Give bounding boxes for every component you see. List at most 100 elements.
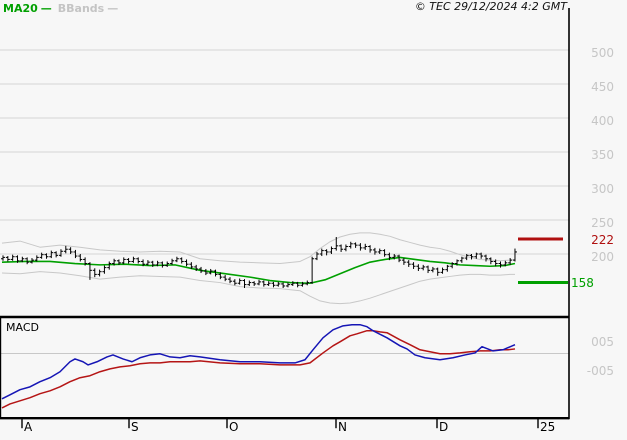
ohlc-bar [228,277,233,284]
ohlc-bar [155,260,160,267]
ohlc-bar [68,247,73,254]
ohlc-bar [295,281,300,288]
ohlc-bar [1,255,5,261]
ohlc-bar [416,264,421,271]
resistance-price-label: 222 [591,233,614,247]
ohlc-bar [343,244,348,252]
ohlc-bar [136,257,141,264]
ohlc-bar [102,265,107,274]
ohlc-bar [49,250,54,259]
ohlc-bar [199,266,204,274]
ohlc-bar [20,256,25,263]
ohlc-bar [469,254,474,260]
bband-upper-line [1,232,516,265]
ohlc-bar [290,281,295,286]
ohlc-bar [300,281,305,287]
ohlc-bar [63,245,68,254]
ohlc-bar [310,256,315,284]
ohlc-bar [78,254,83,262]
macd-signal-line [1,329,516,409]
ohlc-bar [184,259,189,267]
ohlc-bar [97,269,102,277]
ohlc-bar [83,257,88,266]
ohlc-bar [382,249,387,257]
month-axis-label: O [229,420,239,434]
legend-ma20-label: MA20 [3,2,38,15]
ohlc-bar [194,264,199,271]
ohlc-bar [252,281,257,286]
ohlc-bar [5,256,10,262]
ohlc-bar [488,257,493,265]
ohlc-bar [232,279,237,286]
price-axis-label: 350 [591,148,614,162]
ohlc-bar [334,237,339,251]
ohlc-bar [493,259,498,267]
ohlc-bar [372,247,377,255]
ohlc-bar [10,254,15,261]
price-axis-label: 400 [591,114,614,128]
ohlc-bar [112,258,117,266]
ohlc-bar [281,282,286,288]
macd-axis-label: 005 [591,335,614,350]
ohlc-bar [512,248,517,262]
ohlc-bar [34,255,39,262]
price-axis-label: 450 [591,80,614,94]
ohlc-bar [121,257,126,265]
ohlc-bar [126,258,131,264]
ohlc-bar [174,256,179,263]
ohlc-bar [107,261,112,270]
ohlc-bar [392,254,397,260]
ohlc-bar [445,264,450,272]
price-axis-label: 500 [591,46,614,60]
ohlc-bar [319,248,324,257]
ohlc-bar [54,251,59,258]
ohlc-bar [498,261,503,268]
ohlc-bar [426,265,431,274]
macd-line [1,323,516,400]
ohlc-bar [15,255,20,263]
ohlc-bar [348,241,353,249]
ohlc-bar [179,257,184,264]
ohlc-bar [368,245,373,253]
ohlc-bar [459,256,464,263]
ohlc-bar [474,252,479,259]
ohlc-bar [435,267,440,276]
ohlc-bar [430,266,435,273]
ohlc-bar [145,260,150,266]
ohlc-bar [484,254,488,262]
ohlc-bar [314,251,319,261]
ohlc-bar [421,264,426,271]
ohlc-bar [450,262,455,269]
ohlc-bar [363,243,368,250]
bbands-color-dash-icon: — [107,2,119,15]
ohlc-bar [464,254,469,261]
ohlc-bar [58,249,63,257]
ohlc-bar [218,272,223,280]
ohlc-bar [406,260,411,267]
ohlc-bar [160,261,165,268]
ohlc-bar [39,252,44,259]
ohlc-bar [305,280,310,286]
ohlc-bar [479,252,484,259]
ohlc-bar [247,280,252,286]
ohlc-bar [266,281,271,286]
ohlc-bar [242,279,247,288]
legend-bbands-label: BBands [57,2,105,15]
ma20-color-dash-icon: — [40,2,52,15]
bband-lower-line [1,271,515,305]
ohlc-bar [324,249,329,256]
ohlc-bar [256,279,261,286]
month-axis-label: D [439,420,449,434]
ohlc-bar [276,281,281,287]
ohlc-bar [261,280,266,287]
month-axis-label: 25 [540,420,556,434]
ohlc-bar [223,275,228,282]
ohlc-bar [455,259,460,266]
ohlc-bar [213,269,218,277]
ohlc-bar [387,252,392,261]
ohlc-bar [87,262,92,280]
ohlc-bar [339,244,344,252]
month-axis-label: N [338,420,347,434]
